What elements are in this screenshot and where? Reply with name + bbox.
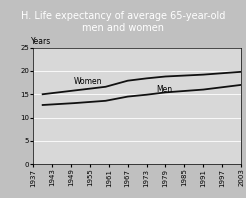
Text: Years: Years xyxy=(31,37,51,46)
Text: Men: Men xyxy=(156,85,172,94)
Text: H. Life expectancy of average 65-year-old
men and women: H. Life expectancy of average 65-year-ol… xyxy=(21,11,225,33)
Text: Women: Women xyxy=(74,77,103,86)
